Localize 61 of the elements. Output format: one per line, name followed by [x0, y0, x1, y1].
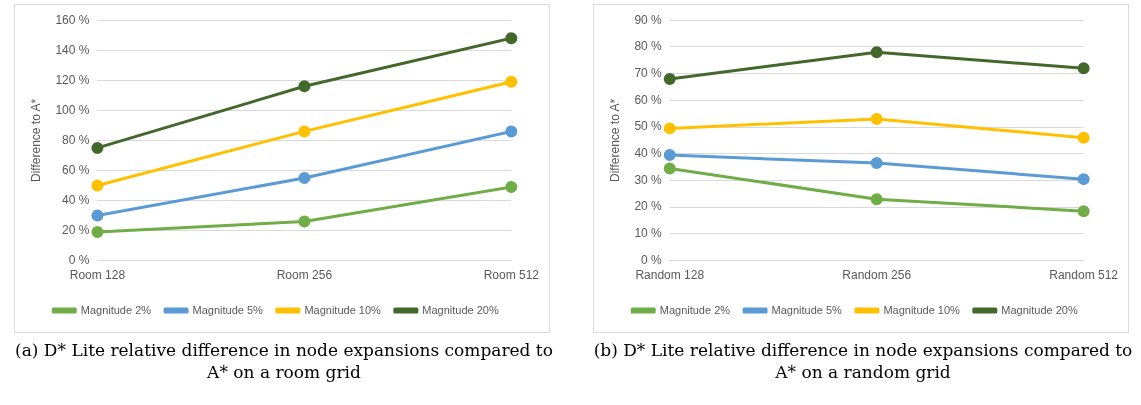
point: [91, 179, 104, 192]
x-tick-label: Room 128: [69, 268, 126, 283]
point: [505, 75, 518, 88]
y-tick-label: 70 %: [634, 65, 663, 80]
point: [1077, 131, 1090, 144]
point: [91, 209, 104, 222]
x-tick-label: Room 512: [483, 268, 540, 283]
point: [298, 80, 311, 93]
legend-label: Magnitude 2%: [659, 303, 731, 316]
legend-label: Magnitude 2%: [80, 303, 152, 316]
y-axis-title: Difference to A*: [607, 98, 622, 182]
point: [91, 141, 104, 154]
x-tick-label: Random 512: [1049, 268, 1119, 283]
point: [505, 32, 518, 45]
y-tick-label: 0 %: [641, 252, 663, 267]
y-tick-label: 80 %: [62, 132, 90, 147]
point: [1077, 173, 1090, 186]
point: [298, 171, 311, 184]
point: [298, 125, 311, 138]
point: [505, 125, 518, 138]
point: [91, 226, 104, 239]
y-tick-label: 20 %: [634, 199, 663, 214]
y-tick-label: 0 %: [68, 252, 90, 267]
y-tick-label: 90 %: [634, 12, 663, 27]
y-tick-label: 20 %: [62, 222, 90, 237]
text: (a) D* Lite relative difference in node expansions compared to A* on a room grid: [14, 339, 554, 383]
x-tick-label: Random 128: [635, 268, 705, 283]
y-tick-label: 120 %: [55, 72, 90, 87]
point: [1077, 205, 1090, 218]
y-tick-label: 140 %: [55, 42, 90, 57]
legend-label: Magnitude 5%: [771, 303, 843, 316]
point: [870, 113, 883, 126]
point: [870, 46, 883, 59]
point: [663, 72, 676, 85]
y-tick-label: 40 %: [62, 192, 90, 207]
legend-label: Magnitude 10%: [883, 303, 961, 316]
text: (b) D* Lite relative difference in node expansions compared to A* on a random grid: [593, 339, 1133, 383]
legend-label: Magnitude 10%: [304, 303, 382, 316]
point: [663, 162, 676, 175]
legend-label: Magnitude 5%: [192, 303, 264, 316]
y-tick-label: 60 %: [62, 162, 90, 177]
point: [505, 180, 518, 193]
x-tick-label: Random 256: [842, 268, 912, 283]
y-tick-label: 60 %: [634, 92, 663, 107]
y-tick-label: 160 %: [55, 12, 90, 27]
legend-label: Magnitude 20%: [1001, 303, 1078, 316]
y-tick-label: 30 %: [634, 172, 663, 187]
point: [1077, 62, 1090, 75]
y-tick-label: 100 %: [55, 102, 90, 117]
point: [870, 157, 883, 170]
y-tick-label: 40 %: [634, 146, 663, 161]
point: [298, 215, 311, 228]
y-tick-label: 50 %: [634, 119, 663, 134]
y-tick-label: 80 %: [634, 39, 663, 54]
y-tick-label: 10 %: [634, 226, 663, 241]
x-tick-label: Room 256: [276, 268, 333, 283]
y-axis-title: Difference to A*: [28, 98, 43, 182]
point: [663, 122, 676, 135]
point: [663, 149, 676, 162]
legend-label: Magnitude 20%: [422, 303, 499, 316]
point: [870, 193, 883, 206]
